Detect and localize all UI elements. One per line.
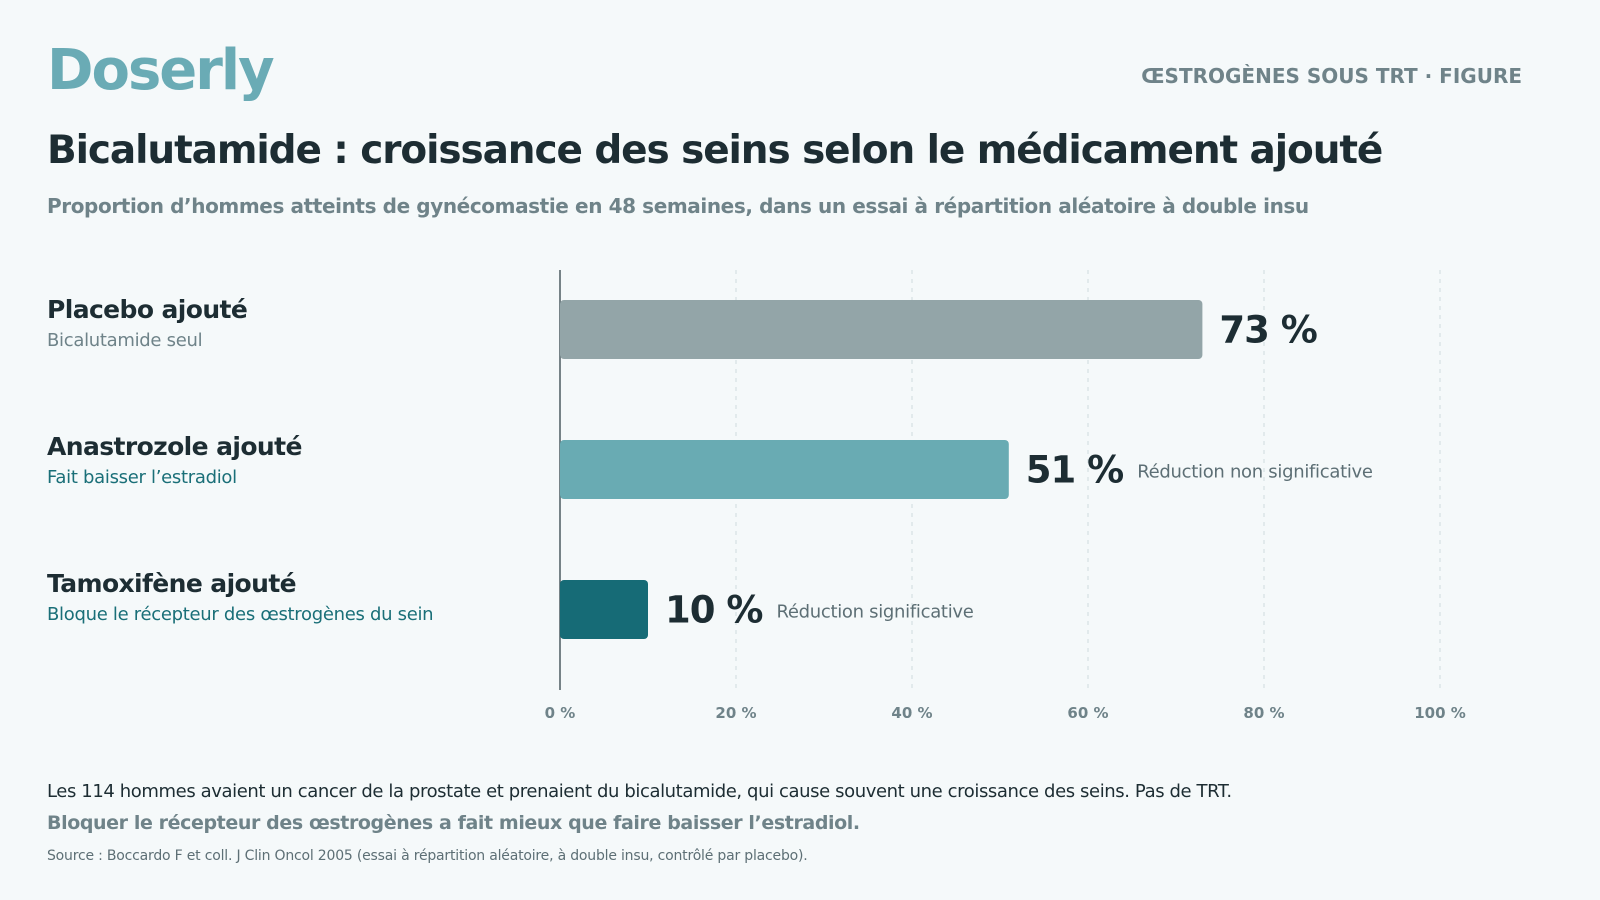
category-note: Bicalutamide seul xyxy=(47,330,203,351)
bar-annotation: Réduction non significative xyxy=(1137,462,1373,483)
footer-note: Les 114 hommes avaient un cancer de la p… xyxy=(47,781,1232,802)
category-note: Bloque le récepteur des œstrogènes du se… xyxy=(47,604,434,625)
row-label-tamoxifene: Tamoxifène ajouté Bloque le récepteur de… xyxy=(47,569,434,625)
row-label-anastrozole: Anastrozole ajouté Fait baisser l’estrad… xyxy=(47,432,302,488)
chart-title: Bicalutamide : croissance des seins selo… xyxy=(47,128,1383,173)
x-tick-label: 100 % xyxy=(1414,704,1466,722)
footer-source: Source : Boccardo F et coll. J Clin Onco… xyxy=(47,848,808,864)
bar xyxy=(560,300,1203,359)
data-label: 10 % xyxy=(665,589,762,632)
bar xyxy=(560,440,1009,499)
figure-tag: ŒSTROGÈNES SOUS TRT · FIGURE xyxy=(1141,64,1522,88)
footer-takeaway: Bloquer le récepteur des œstrogènes a fa… xyxy=(47,812,860,834)
x-tick-label: 0 % xyxy=(545,704,576,722)
category-note: Fait baisser l’estradiol xyxy=(47,467,237,488)
chart-subtitle: Proportion d’hommes atteints de gynécoma… xyxy=(47,194,1309,218)
category-label: Anastrozole ajouté xyxy=(47,432,302,461)
data-label: 51 % xyxy=(1026,449,1123,492)
x-tick-label: 60 % xyxy=(1067,704,1108,722)
bar-annotation: Réduction significative xyxy=(776,602,973,623)
row-label-placebo: Placebo ajouté Bicalutamide seul xyxy=(47,295,248,351)
x-tick-label: 80 % xyxy=(1243,704,1284,722)
data-label: 73 % xyxy=(1219,309,1316,352)
x-tick-label: 20 % xyxy=(715,704,756,722)
brand-logo: Doserly xyxy=(47,38,275,103)
category-label: Tamoxifène ajouté xyxy=(47,569,297,598)
bar xyxy=(560,580,648,639)
category-label: Placebo ajouté xyxy=(47,295,248,324)
x-tick-label: 40 % xyxy=(891,704,932,722)
